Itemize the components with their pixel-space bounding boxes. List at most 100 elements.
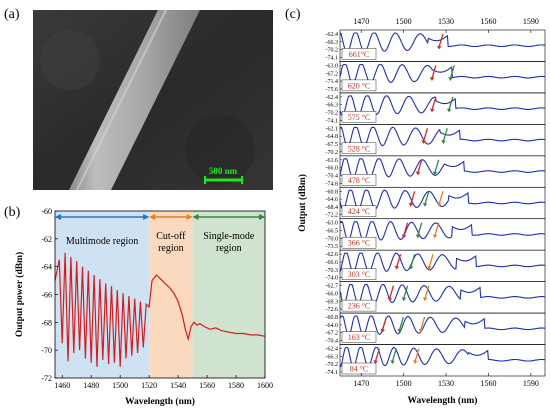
shift-marker-head (429, 108, 435, 113)
temp-box (341, 111, 377, 123)
spectrum-line (54, 252, 266, 367)
row-trace (339, 32, 546, 54)
x-tick-label: 1540 (170, 381, 186, 390)
bottom-x-tick-label: 1530 (438, 379, 454, 388)
temp-label: 84 °C (350, 365, 369, 374)
y-tick-label: -68 (41, 318, 52, 327)
region-band (149, 211, 193, 378)
temp-box (341, 268, 377, 280)
shift-marker-head (432, 234, 438, 239)
y-axis-label: Output power (dBm) (14, 252, 25, 337)
row-y-tick-label: -75.6 (326, 87, 339, 93)
row-trace (340, 221, 545, 242)
row-y-tick-label: -66.0 (326, 166, 339, 172)
temp-box (341, 331, 377, 343)
row-y-tick-label: -64.8 (326, 134, 339, 140)
y-axis-label: Output (dBm) (297, 174, 308, 232)
region-label-multimode: Multimode region (66, 236, 139, 247)
shift-marker (417, 159, 423, 174)
shift-marker (410, 253, 416, 268)
shift-marker (438, 191, 444, 205)
row-y-tick-label: -70.2 (326, 48, 339, 54)
shift-marker (381, 316, 388, 331)
shift-marker-head (441, 140, 446, 144)
row-y-tick-label: -64.6 (326, 197, 339, 203)
row-y-tick-label: -64.0 (326, 323, 339, 329)
panel-c-letter: (c) (285, 7, 301, 22)
row-y-tick-label: -66.6 (326, 260, 339, 266)
row-trace (339, 158, 546, 179)
row-y-tick-label: -72.2 (326, 213, 339, 219)
row-y-tick-label: -73.5 (326, 244, 339, 250)
shift-marker-head (422, 297, 428, 302)
temp-box (341, 236, 377, 249)
row-trace (339, 252, 546, 273)
shift-marker (417, 222, 423, 237)
shift-marker (422, 128, 429, 142)
shift-marker (395, 253, 402, 268)
x-tick-label: 1600 (257, 381, 273, 390)
x-tick-label: 1480 (83, 381, 99, 390)
shift-marker-head (408, 203, 414, 207)
x-tick-label: 1460 (54, 381, 70, 390)
row-y-tick-label: -69.3 (326, 299, 339, 305)
shift-marker (414, 348, 420, 363)
row-y-tick-label: -70.2 (326, 362, 339, 368)
shift-marker (428, 253, 434, 268)
temp-box (341, 362, 377, 375)
x-tick-label: 1500 (112, 381, 128, 390)
spectrum-axes: 1460 1480 1500 1520 1540 1560 1580 1600 -60 -62 -6… (14, 207, 273, 407)
y-tick-label: -60 (41, 207, 52, 216)
temp-label: 366 °C (348, 239, 371, 248)
row-y-tick-label: -70.4 (326, 173, 339, 179)
shift-marker-head (401, 234, 407, 239)
x-tick-label: 1520 (141, 381, 157, 390)
shift-marker (434, 159, 440, 174)
shift-marker-head (436, 45, 442, 50)
y-tick-label: -64 (41, 263, 52, 272)
temp-box (341, 205, 377, 217)
top-x-tick-label: 1470 (353, 17, 369, 26)
shift-marker-head (432, 171, 438, 176)
shift-marker-head (448, 77, 453, 81)
spectrum-row: -62.7-66.0 -69.3 -72.6 236 °C (326, 281, 546, 314)
row-y-tick-label: -62.7 (326, 284, 339, 290)
shift-marker-head (446, 108, 452, 113)
shift-marker (398, 316, 405, 331)
x-axis-label: Wavelength (nm) (408, 395, 478, 406)
stacked-spectra: -62.4-66.3-70.2-74.1 661°C-63.0-67.2-71.4… (326, 29, 546, 377)
top-x-tick-label: 1590 (523, 17, 539, 26)
shift-marker-head (387, 297, 392, 302)
temp-box (341, 48, 377, 60)
shift-marker-head (421, 140, 426, 144)
spectrum-row: -60.8 -64.0 -67.2 -70.4 163 °C (326, 312, 546, 345)
row-y-tick-label: -62.1 (326, 126, 339, 132)
x-tick-label: 1580 (228, 381, 244, 390)
shift-marker (402, 222, 409, 237)
region-label-singlemode: Single-mode region (203, 231, 255, 254)
row-trace (339, 346, 546, 368)
panel-b-letter: (b) (4, 205, 21, 220)
row-y-tick-label: -60.8 (326, 189, 339, 195)
y-tick-label: -72 (41, 374, 52, 383)
shift-marker-head (427, 265, 432, 270)
nanofiber (69, 10, 200, 190)
shift-marker (424, 285, 430, 300)
row-y-tick-label: -67.2 (326, 71, 339, 77)
shift-marker (438, 33, 444, 48)
row-y-tick-label: -74.1 (326, 55, 339, 61)
row-y-tick-label: -74.1 (326, 370, 339, 376)
row-y-tick-label: -66.5 (326, 229, 339, 235)
row-y-tick-label: -62.4 (326, 95, 339, 101)
row-trace (339, 63, 546, 85)
shift-marker-head (422, 203, 428, 207)
shift-marker (442, 128, 448, 142)
temp-label: 661°C (349, 50, 370, 59)
row-y-tick-label: -63.0 (326, 63, 339, 69)
row-y-tick-label: -70.2 (326, 111, 339, 117)
bottom-x-tick-label: 1590 (523, 379, 539, 388)
spectrum-row: -62.6 -66.6 -70.3 -74.0 303 °C (326, 249, 546, 282)
panel-a: (a) 500 nm (4, 7, 273, 190)
row-y-tick-label: -66.3 (326, 354, 339, 360)
row-y-tick-label: -60.8 (326, 315, 339, 321)
